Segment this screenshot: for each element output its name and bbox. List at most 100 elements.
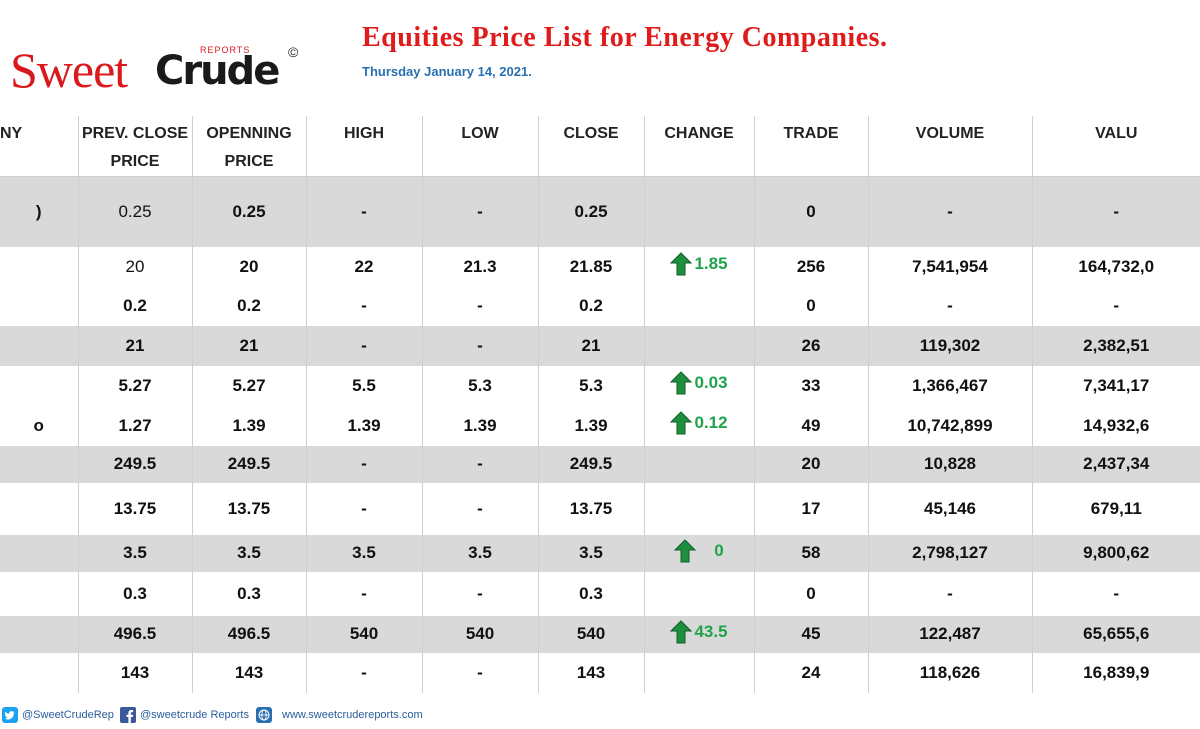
cell-close: 0.3 [538, 571, 645, 616]
cell-trade: 58 [754, 534, 869, 572]
cell-volume: 122,487 [868, 615, 1033, 653]
cell-close: 1.39 [538, 405, 645, 446]
cell-open: 0.2 [192, 286, 307, 326]
page-title: Equities Price List for Energy Companies… [362, 22, 888, 53]
report-date: Thursday January 14, 2021. [362, 64, 532, 79]
cell-open: 13.75 [192, 482, 307, 535]
change-value: 1.85 [694, 254, 728, 273]
cell-change: 0.03 [644, 365, 755, 406]
cell-value: 164,732,0 [1032, 246, 1200, 287]
cell-high: 1.39 [306, 405, 423, 446]
cell-volume: 119,302 [868, 325, 1033, 366]
cell-volume: 118,626 [868, 652, 1033, 693]
footer-facebook[interactable]: @sweetcrude Reports [120, 704, 249, 726]
table-row: 0.2 0.2- -0.2 0- - [0, 286, 1200, 326]
table-row: 21 21- -21 26 119,302 2,382,51 [0, 325, 1200, 366]
cell-trade: 0 [754, 571, 869, 616]
cell-open: 249.5 [192, 445, 307, 483]
cell-company [0, 534, 79, 572]
col-prev-close: PREV. CLOSE PRICE [78, 116, 193, 177]
cell-low: - [422, 652, 539, 693]
cell-company [0, 246, 79, 287]
change-value: 43.5 [694, 621, 728, 641]
table-row: 5.27 5.27 5.5 5.3 5.3 0.03 33 1,366,467 7,341,17 [0, 365, 1200, 406]
cell-prev: 21 [78, 325, 193, 366]
col-trade: TRADE [754, 116, 869, 177]
cell-close: 21.85 [538, 246, 645, 287]
footer-twitter[interactable]: @SweetCrudeRep [2, 704, 114, 726]
table-body: ) 0.25 0.25- -0.25 0- -20 20 22 21.3 21.85 1.85 256… [0, 176, 1200, 693]
cell-change: 0.12 [644, 405, 755, 446]
cell-company [0, 325, 79, 366]
cell-low: - [422, 571, 539, 616]
cell-open: 143 [192, 652, 307, 693]
cell-low: - [422, 445, 539, 483]
cell-close: 143 [538, 652, 645, 693]
cell-high: - [306, 652, 423, 693]
cell-trade: 0 [754, 176, 869, 247]
cell-low: 5.3 [422, 365, 539, 406]
cell-high: - [306, 445, 423, 483]
cell-high: 22 [306, 246, 423, 287]
cell-prev: 5.27 [78, 365, 193, 406]
cell-prev: 0.25 [78, 176, 193, 247]
up-arrow-icon [670, 411, 693, 435]
cell-change: 43.5 [644, 615, 755, 653]
table-header-row: NY PREV. CLOSE PRICE OPENNING PRICE HIGH L… [0, 116, 1200, 177]
up-arrow-icon [670, 252, 693, 276]
cell-low: 1.39 [422, 405, 539, 446]
cell-prev: 0.3 [78, 571, 193, 616]
cell-open: 0.25 [192, 176, 307, 247]
cell-prev: 143 [78, 652, 193, 693]
cell-prev: 496.5 [78, 615, 193, 653]
facebook-handle: @sweetcrude Reports [140, 709, 249, 721]
change-value: 0 [714, 540, 724, 560]
cell-company [0, 652, 79, 693]
up-arrow-icon [674, 538, 697, 562]
table-row: 13.75 13.75- -13.75 17 45,146 679,11 [0, 482, 1200, 535]
logo-sweet-text: Sweet [10, 42, 128, 98]
footer-website[interactable]: www.sweetcrudereports.com [256, 704, 423, 726]
cell-close: 21 [538, 325, 645, 366]
cell-prev: 249.5 [78, 445, 193, 483]
cell-open: 20 [192, 246, 307, 287]
logo-crude-text: Crude [155, 48, 280, 94]
table-row: o 1.27 1.39 1.39 1.39 1.39 0.12 49 10,742,899 14,… [0, 405, 1200, 446]
cell-company [0, 482, 79, 535]
cell-value: 7,341,17 [1032, 365, 1200, 406]
website-url: www.sweetcrudereports.com [282, 709, 423, 721]
cell-open: 0.3 [192, 571, 307, 616]
cell-trade: 26 [754, 325, 869, 366]
cell-company [0, 365, 79, 406]
cell-volume: - [868, 286, 1033, 326]
cell-volume: - [868, 176, 1033, 247]
up-arrow-icon [670, 619, 693, 643]
cell-volume: 7,541,954 [868, 246, 1033, 287]
sweetcrude-logo: Sweet Crude REPORTS © [10, 44, 310, 96]
cell-high: - [306, 176, 423, 247]
table-row: 3.5 3.5 3.5 3.5 3.5 0 58 2,798,127 9,800,62 [0, 534, 1200, 572]
change-indicator: 0.03 [670, 371, 728, 395]
cell-close: 249.5 [538, 445, 645, 483]
change-indicator: 1.85 [670, 252, 728, 276]
price-table: NY PREV. CLOSE PRICE OPENNING PRICE HIGH L… [0, 116, 1200, 693]
cell-change: 1.85 [644, 246, 755, 287]
cell-prev: 20 [78, 246, 193, 287]
col-value: VALU [1095, 125, 1138, 142]
cell-company [0, 571, 79, 616]
cell-value: 14,932,6 [1032, 405, 1200, 446]
cell-low: 3.5 [422, 534, 539, 572]
col-low: LOW [422, 116, 539, 177]
cell-value: 2,382,51 [1032, 325, 1200, 366]
cell-value: 9,800,62 [1032, 534, 1200, 572]
cell-volume: - [868, 571, 1033, 616]
col-high: HIGH [306, 116, 423, 177]
cell-low: - [422, 176, 539, 247]
cell-value: 2,437,34 [1032, 445, 1200, 483]
cell-change [644, 571, 755, 616]
cell-high: - [306, 325, 423, 366]
cell-trade: 17 [754, 482, 869, 535]
footer: @SweetCrudeRep @sweetcrude Reports www.s… [0, 704, 1200, 726]
cell-low: - [422, 325, 539, 366]
cell-open: 1.39 [192, 405, 307, 446]
